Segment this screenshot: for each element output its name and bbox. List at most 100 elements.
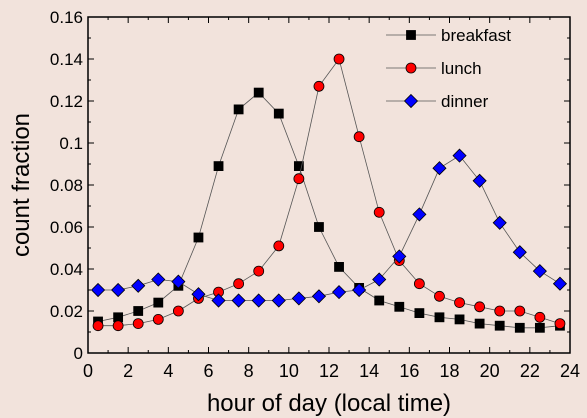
- data-point-dinner: [111, 282, 126, 298]
- data-point-dinner: [291, 291, 306, 306]
- data-point-lunch: [474, 301, 486, 313]
- x-tick-label: 4: [163, 361, 173, 381]
- x-tick-label: 10: [279, 361, 299, 381]
- data-point-breakfast: [454, 314, 465, 325]
- x-axis-label: hour of day (local time): [207, 390, 451, 417]
- legend-marker-breakfast: [406, 30, 416, 40]
- data-point-dinner: [532, 264, 547, 279]
- data-point-dinner: [372, 272, 387, 287]
- series-dinner: [90, 148, 568, 308]
- data-point-breakfast: [253, 87, 264, 98]
- y-tick-labels: 0 0.02 0.04 0.06 0.08 0.1 0.12 0.14 0.16: [50, 8, 83, 363]
- x-tick-label: 18: [439, 361, 459, 381]
- data-point-lunch: [92, 320, 104, 332]
- x-tick-label: 2: [123, 361, 133, 381]
- data-point-lunch: [373, 206, 385, 218]
- legend-label: dinner: [441, 92, 489, 111]
- data-point-breakfast: [394, 301, 405, 312]
- data-point-breakfast: [534, 322, 545, 333]
- data-point-dinner: [311, 289, 327, 304]
- x-tick-label: 0: [83, 361, 93, 381]
- data-point-dinner: [472, 173, 487, 188]
- data-point-breakfast: [414, 308, 425, 319]
- y-tick-label: 0.1: [59, 134, 83, 153]
- y-tick-label: 0.02: [50, 302, 83, 321]
- data-point-dinner: [452, 148, 467, 163]
- data-point-dinner: [171, 274, 186, 289]
- data-point-lunch: [172, 305, 184, 317]
- data-point-dinner: [131, 278, 146, 293]
- legend-item-breakfast: breakfast: [386, 26, 511, 45]
- data-point-lunch: [554, 318, 566, 330]
- axis-ticks: [87, 16, 571, 354]
- y-tick-label: 0.08: [50, 176, 83, 195]
- y-tick-label: 0.04: [50, 260, 83, 279]
- series-layer: [90, 53, 568, 333]
- data-point-breakfast: [474, 318, 485, 329]
- data-point-dinner: [231, 293, 246, 308]
- data-point-dinner: [392, 249, 407, 264]
- x-tick-label: 22: [520, 361, 540, 381]
- data-point-breakfast: [514, 322, 525, 333]
- data-point-lunch: [534, 311, 546, 323]
- legend-label: lunch: [441, 59, 482, 78]
- data-point-lunch: [132, 318, 144, 330]
- data-point-breakfast: [273, 108, 284, 119]
- data-point-breakfast: [133, 306, 144, 316]
- data-point-lunch: [494, 305, 506, 317]
- x-tick-labels: 0 2 4 6 8 10 12 14 16 18 20 22 24: [83, 361, 580, 381]
- data-point-lunch: [514, 305, 526, 317]
- data-point-dinner: [512, 245, 527, 260]
- x-tick-label: 16: [399, 361, 419, 381]
- data-point-dinner: [90, 282, 106, 298]
- x-tick-label: 14: [359, 361, 379, 381]
- data-point-breakfast: [193, 232, 204, 243]
- data-point-lunch: [293, 173, 305, 185]
- data-point-breakfast: [374, 295, 385, 306]
- data-point-breakfast: [334, 261, 344, 272]
- data-point-dinner: [552, 276, 568, 291]
- data-point-dinner: [151, 272, 166, 287]
- data-point-breakfast: [153, 297, 164, 308]
- data-point-breakfast: [213, 161, 224, 172]
- x-tick-label: 20: [480, 361, 500, 381]
- data-point-dinner: [352, 282, 367, 298]
- data-point-lunch: [313, 80, 325, 92]
- data-point-breakfast: [314, 222, 324, 232]
- data-point-lunch: [253, 265, 265, 277]
- data-point-lunch: [454, 297, 465, 309]
- data-point-lunch: [353, 131, 365, 143]
- y-axis-label: count fraction: [8, 113, 35, 257]
- legend-marker-lunch: [405, 62, 417, 74]
- data-point-dinner: [271, 293, 286, 308]
- data-point-lunch: [434, 290, 445, 302]
- data-point-lunch: [152, 313, 164, 325]
- data-point-dinner: [432, 161, 447, 176]
- y-tick-label: 0.14: [50, 50, 83, 69]
- data-point-dinner: [492, 215, 507, 230]
- y-tick-label: 0.16: [50, 8, 83, 27]
- data-point-dinner: [412, 207, 427, 222]
- x-tick-label: 8: [244, 361, 254, 381]
- data-point-lunch: [273, 240, 285, 252]
- data-point-lunch: [233, 278, 245, 290]
- legend: breakfast lunch dinner: [386, 26, 511, 111]
- data-point-lunch: [333, 53, 345, 65]
- data-point-dinner: [251, 293, 266, 308]
- x-tick-label: 12: [319, 361, 339, 381]
- legend-item-lunch: lunch: [386, 59, 482, 78]
- y-tick-label: 0.06: [50, 218, 83, 237]
- data-point-breakfast: [494, 320, 505, 331]
- data-point-dinner: [211, 293, 226, 308]
- legend-marker-dinner: [403, 93, 419, 109]
- data-point-breakfast: [293, 161, 304, 172]
- x-tick-label: 24: [560, 361, 580, 381]
- legend-item-dinner: dinner: [386, 92, 489, 111]
- x-tick-label: 6: [203, 361, 213, 381]
- legend-label: breakfast: [441, 26, 511, 45]
- data-point-dinner: [331, 285, 347, 300]
- data-point-breakfast: [434, 312, 445, 323]
- y-tick-label: 0: [74, 344, 83, 363]
- data-point-lunch: [413, 278, 425, 290]
